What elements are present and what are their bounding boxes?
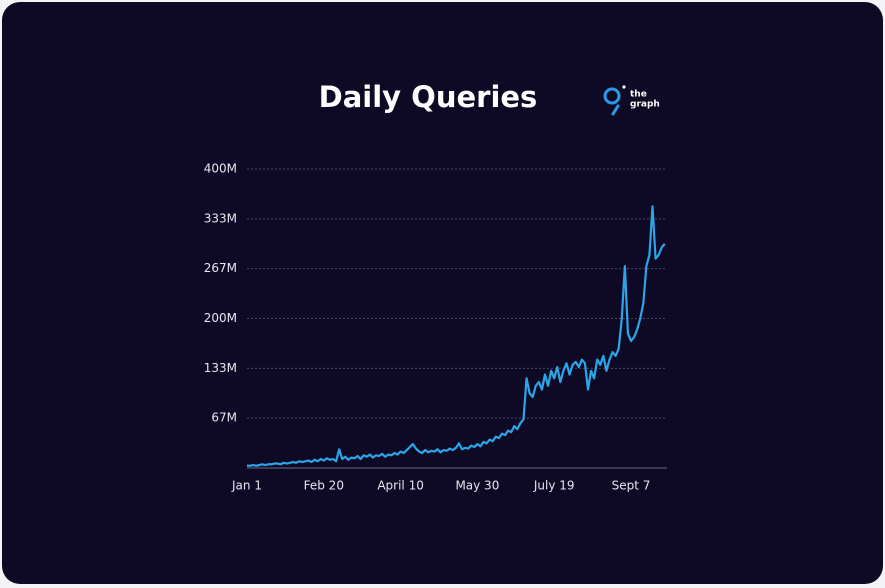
chart-title: Daily Queries <box>319 80 538 114</box>
y-tick-label: 267M <box>204 261 237 275</box>
logo-dot <box>622 85 626 89</box>
y-tick-label: 133M <box>204 361 237 375</box>
x-tick-label: Feb 20 <box>304 479 344 493</box>
logo-icon-tail <box>611 104 620 116</box>
x-tick-label: July 19 <box>533 479 575 493</box>
data-line <box>247 205 666 467</box>
logo: the graph <box>603 85 660 116</box>
logo-text: the <box>630 90 647 100</box>
y-tick-label: 333M <box>204 211 237 225</box>
y-tick-label: 67M <box>211 411 237 425</box>
x-tick-label: Sept 7 <box>612 479 651 493</box>
x-tick-label: Jan 1 <box>231 479 262 493</box>
x-tick-label: April 10 <box>377 479 424 493</box>
y-tick-label: 400M <box>204 162 237 176</box>
y-tick-label: 200M <box>204 311 237 325</box>
x-tick-label: May 30 <box>455 479 499 493</box>
logo-text: graph <box>630 100 660 110</box>
logo-icon <box>603 87 621 105</box>
